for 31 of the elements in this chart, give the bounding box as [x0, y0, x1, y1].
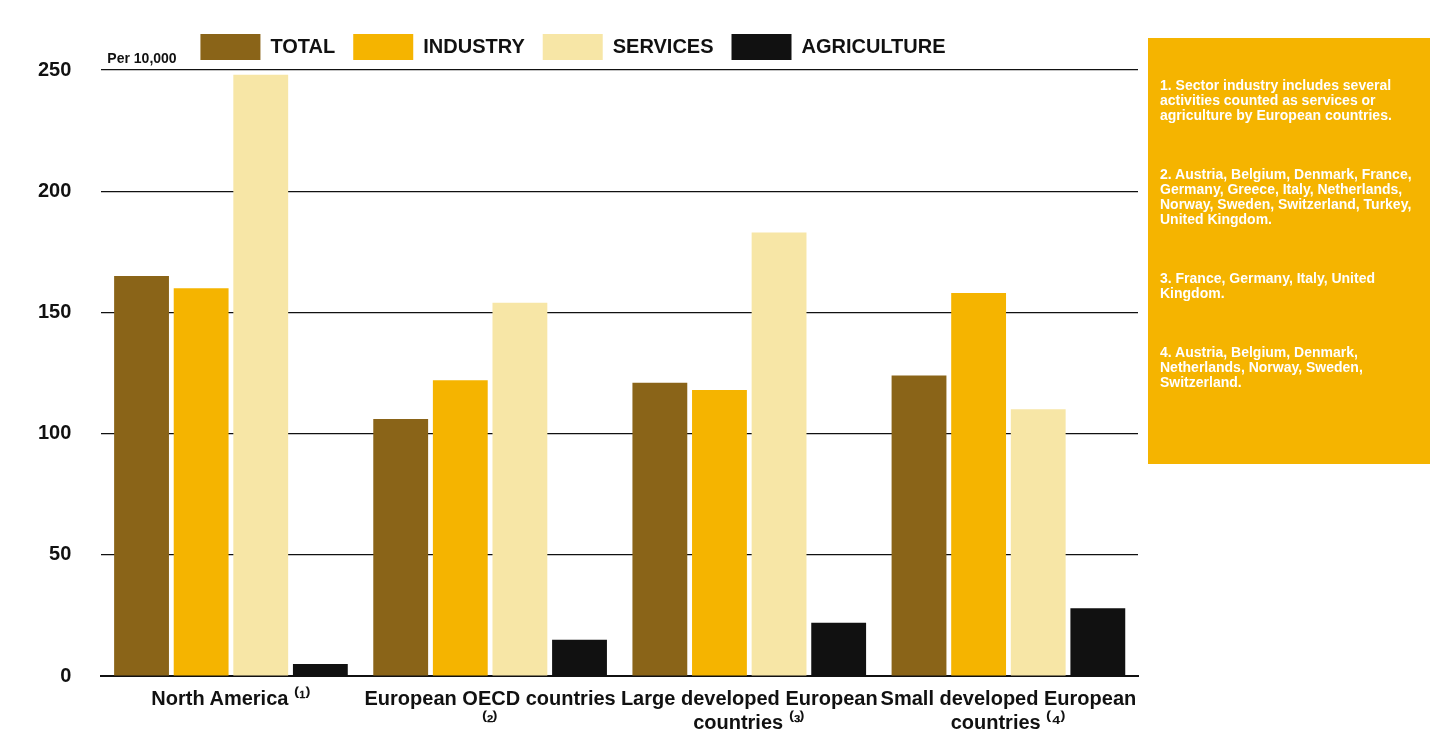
x-tick-label: Large developed European countries ⁽³⁾	[620, 686, 878, 733]
bar	[891, 375, 947, 676]
bar	[632, 382, 688, 676]
legend-label: AGRICULTURE	[801, 34, 946, 57]
x-tick-label: Small developed European countries ⁽⁴⁾	[880, 686, 1137, 733]
bar	[233, 74, 289, 676]
bar	[1010, 409, 1066, 676]
x-tick-label: European OECD countries ⁽²⁾	[364, 686, 616, 733]
bar	[492, 302, 548, 676]
bar	[432, 380, 488, 676]
bar	[373, 419, 429, 676]
y-tick-label: 200	[37, 178, 72, 201]
legend-label: TOTAL	[270, 34, 336, 57]
bar	[692, 389, 747, 676]
legend-label: SERVICES	[612, 34, 714, 57]
text: 1. Sector industry includes several activities counted as services or agriculture by European countries.	[1160, 77, 1393, 123]
y-tick-label: 100	[37, 421, 72, 444]
text: 2. Austria, Belgium, Denmark, France, Germany, Greece, Italy, Netherlands, Norway, Sweden, Switzerland, Turkey, United Kingdom.	[1160, 166, 1413, 227]
y-axis-title: Per 10,000	[107, 49, 177, 66]
y-tick-label: 250	[37, 57, 72, 80]
y-tick-label: 150	[37, 299, 72, 322]
text: 4. Austria, Belgium, Denmark, Netherlands, Norway, Sweden, Switzerland.	[1160, 344, 1364, 390]
y-tick-label: 50	[49, 542, 72, 565]
bar	[951, 293, 1007, 676]
text: 3. France, Germany, Italy, United Kingdom.	[1160, 270, 1376, 301]
x-tick-label: North America ⁽¹⁾	[151, 685, 311, 709]
y-tick-label: 0	[60, 663, 72, 686]
bar	[751, 232, 807, 676]
bar	[173, 288, 229, 676]
bar	[114, 276, 169, 676]
legend-label: INDUSTRY	[423, 34, 526, 57]
